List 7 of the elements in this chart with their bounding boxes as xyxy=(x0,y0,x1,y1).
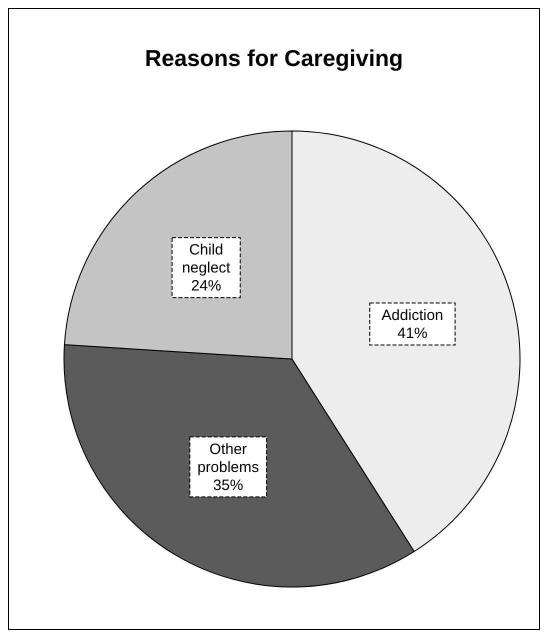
slice-label: Child neglect xyxy=(182,242,232,277)
slice-label: Other problems xyxy=(197,440,260,476)
data-label: 41% xyxy=(397,325,428,342)
data-label: 35% xyxy=(213,476,244,494)
slice-label: Addiction xyxy=(382,307,444,324)
chart-title: Reasons for Caregiving xyxy=(144,45,404,72)
data-label: 24% xyxy=(191,278,222,295)
